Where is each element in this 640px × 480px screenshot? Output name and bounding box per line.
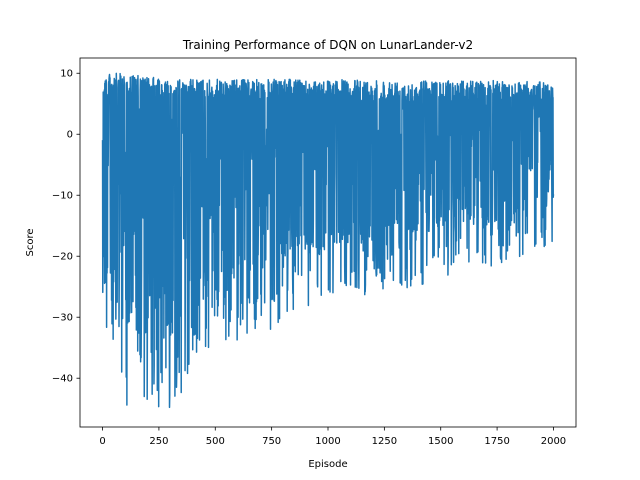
y-tick-label: −30 — [52, 313, 73, 324]
x-tick-label: 1250 — [372, 436, 397, 447]
x-tick-label: 500 — [206, 436, 225, 447]
y-tick-label: −10 — [52, 191, 73, 202]
plot-frame — [79, 57, 577, 428]
series-group — [101, 72, 555, 409]
y-tick-label: −40 — [52, 374, 73, 385]
y-axis-ticks: −40 −30 −20 −10 0 10 — [52, 69, 80, 385]
chart-title: Training Performance of DQN on LunarLand… — [182, 38, 473, 52]
x-tick-label: 2000 — [541, 436, 566, 447]
x-tick-label: 0 — [99, 436, 105, 447]
series-line — [101, 72, 555, 409]
x-tick-label: 750 — [262, 436, 281, 447]
x-tick-label: 1000 — [315, 436, 340, 447]
x-tick-label: 1750 — [484, 436, 509, 447]
y-tick-label: −20 — [52, 252, 73, 263]
y-tick-label: 10 — [60, 69, 73, 80]
x-axis-ticks: 0 250 500 750 1000 1250 1500 1750 2000 — [99, 427, 566, 447]
x-axis-label: Episode — [308, 459, 347, 470]
x-tick-label: 250 — [149, 436, 168, 447]
x-tick-label: 1500 — [428, 436, 453, 447]
y-tick-label: 0 — [67, 130, 73, 141]
y-axis-label: Score — [25, 228, 36, 256]
